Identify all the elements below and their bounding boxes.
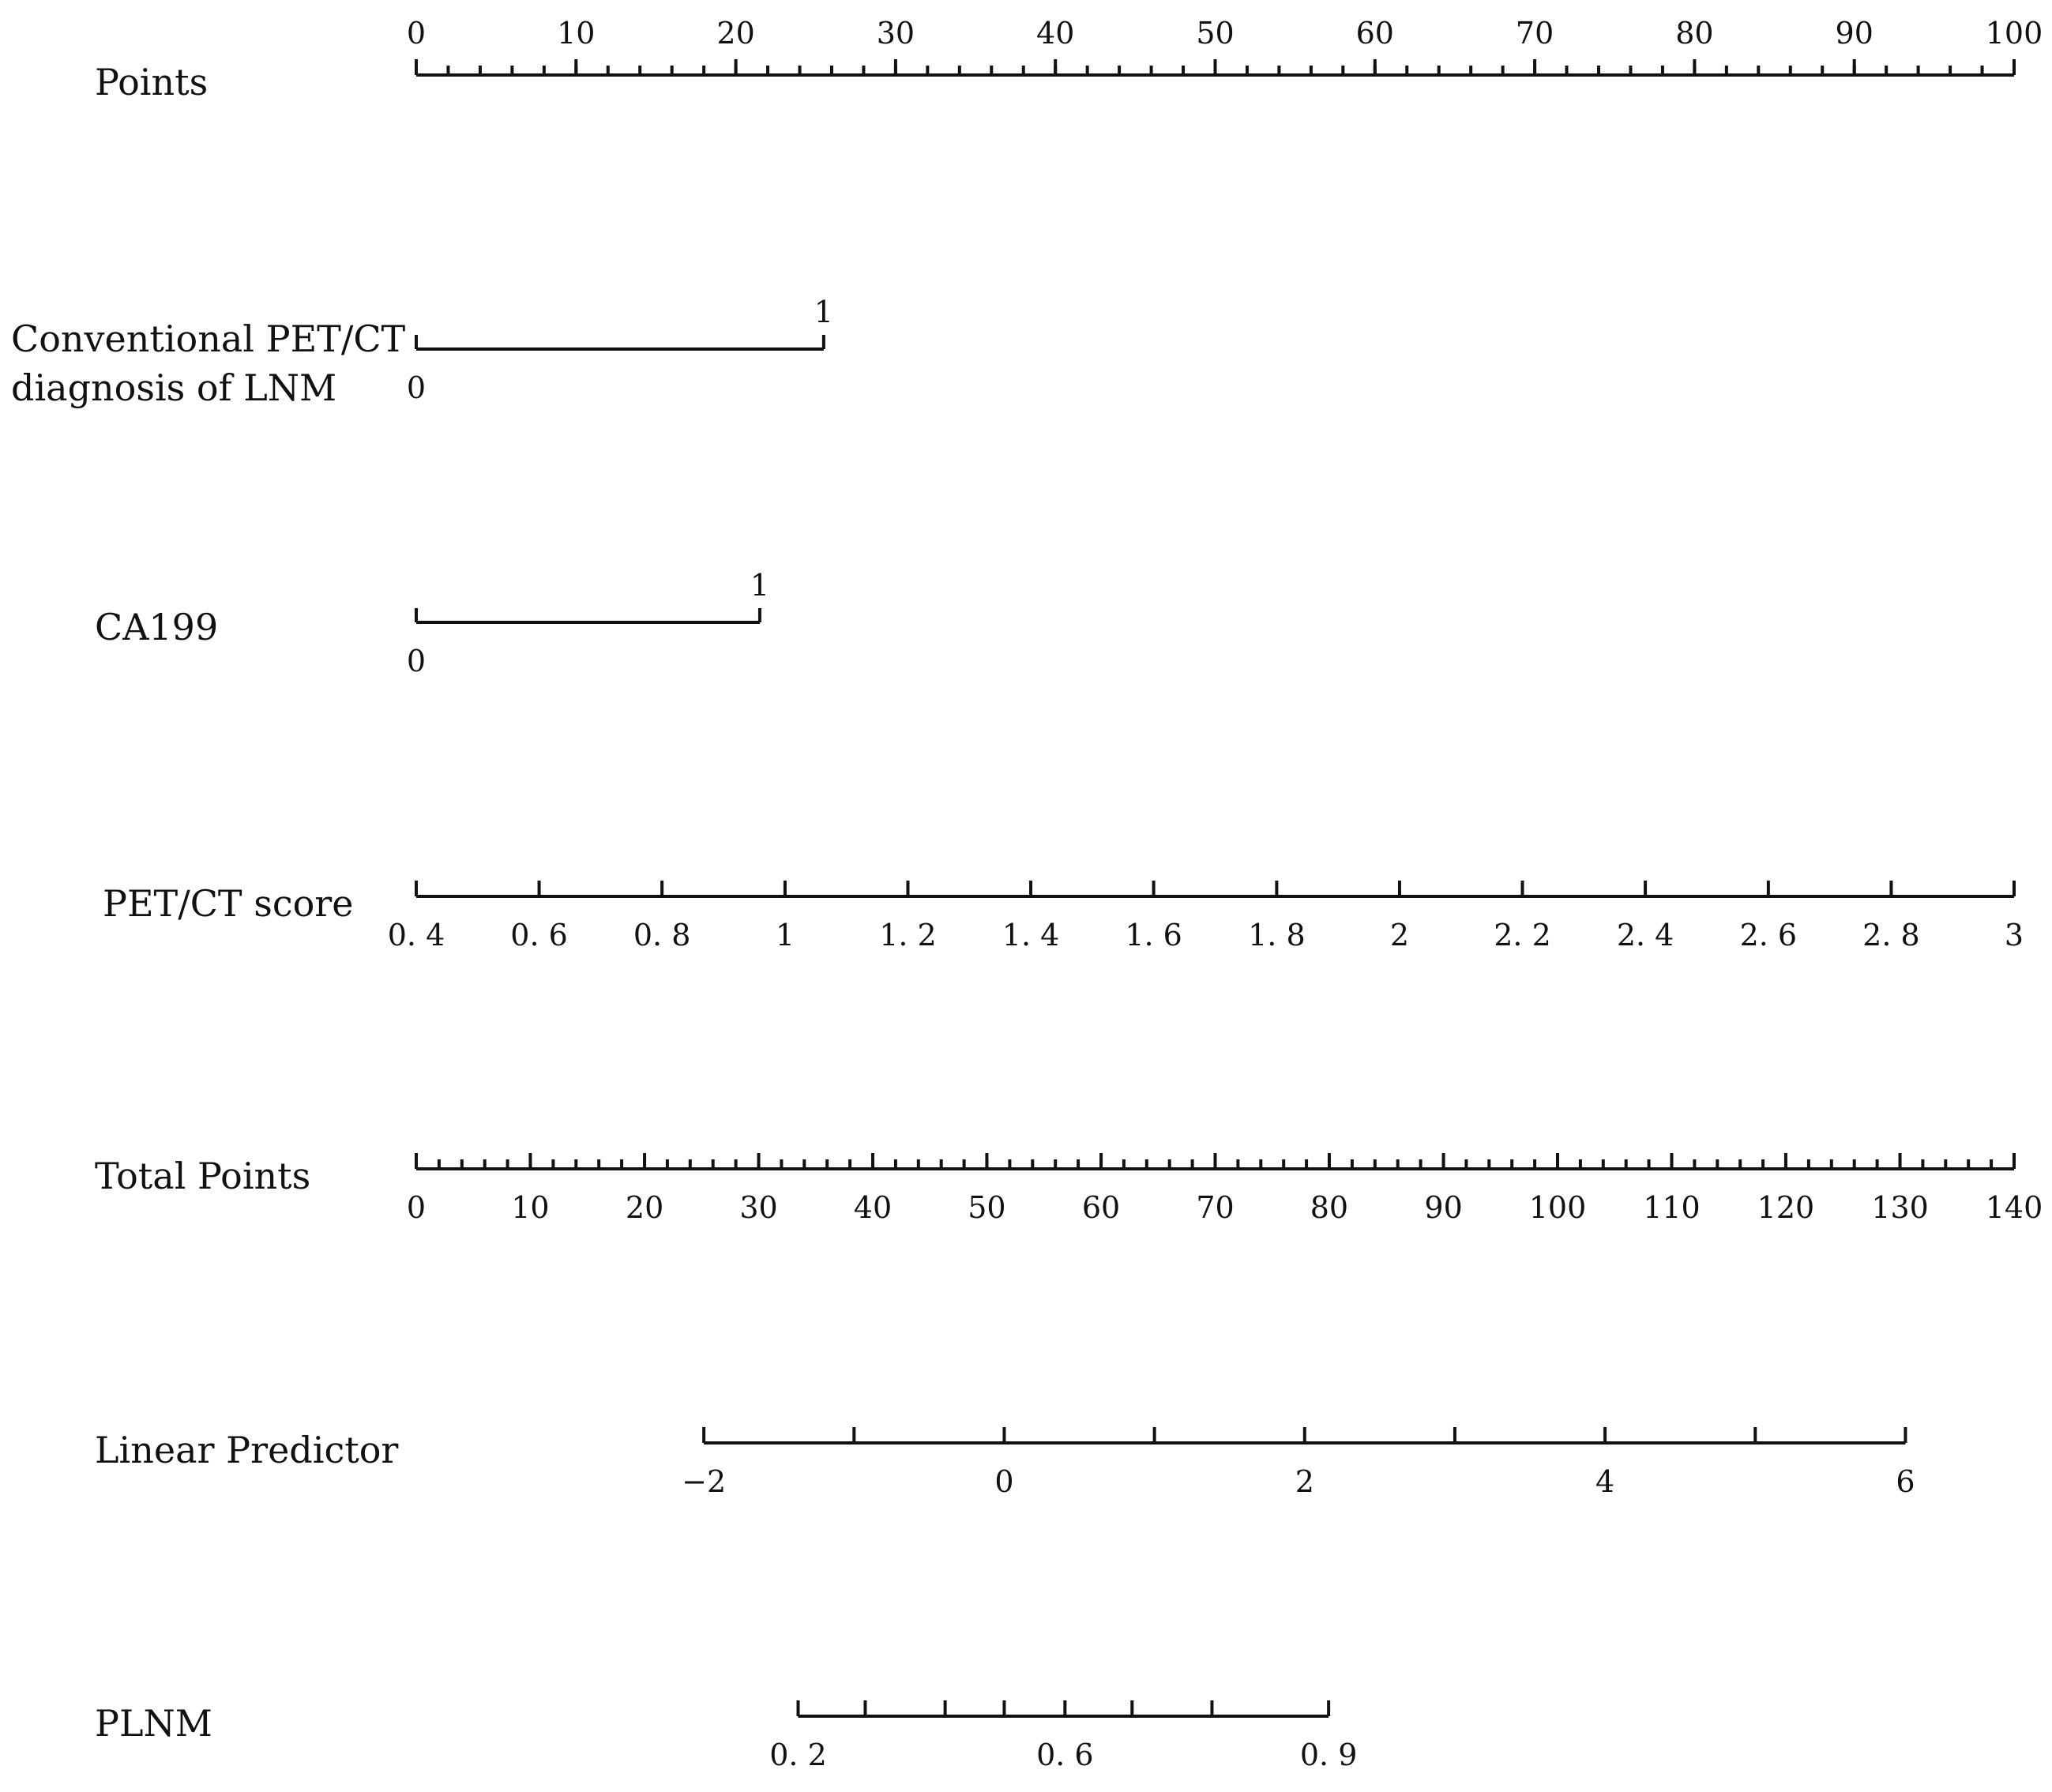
tick-label: 70 <box>1516 16 1554 51</box>
tick-label: −2 <box>682 1464 726 1499</box>
row-label: CA199 <box>95 606 218 648</box>
tick-label: 50 <box>968 1190 1005 1225</box>
tick-label: 0 <box>407 16 426 51</box>
tick-label: 50 <box>1196 16 1234 51</box>
tick-label: 80 <box>1310 1190 1348 1225</box>
tick-label: 0. 6 <box>1036 1738 1094 1772</box>
tick-label: 1 <box>750 568 769 603</box>
tick-label: 100 <box>1529 1190 1587 1225</box>
tick-label: 2 <box>1390 918 1409 952</box>
tick-label: 0. 2 <box>769 1738 827 1772</box>
tick-label: 0. 8 <box>633 918 691 952</box>
tick-label: 2 <box>1295 1464 1314 1499</box>
tick-label: 90 <box>1836 16 1873 51</box>
tick-label: 4 <box>1595 1464 1614 1499</box>
tick-label: 2. 4 <box>1617 918 1674 952</box>
tick-label: 30 <box>877 16 915 51</box>
tick-label: 0 <box>994 1464 1013 1499</box>
row-label: Conventional PET/CT <box>11 317 406 360</box>
tick-label: 110 <box>1643 1190 1701 1225</box>
tick-label: 1. 4 <box>1002 918 1060 952</box>
tick-label: 90 <box>1424 1190 1462 1225</box>
tick-label: 0 <box>407 370 426 405</box>
tick-label: 130 <box>1871 1190 1929 1225</box>
tick-label: 20 <box>626 1190 663 1225</box>
tick-label: 40 <box>854 1190 892 1225</box>
tick-label: 80 <box>1675 16 1713 51</box>
tick-label: 100 <box>1986 16 2043 51</box>
tick-label: 140 <box>1986 1190 2043 1225</box>
tick-label: 70 <box>1196 1190 1234 1225</box>
tick-label: 60 <box>1082 1190 1120 1225</box>
tick-label: 60 <box>1356 16 1394 51</box>
tick-label: 0. 4 <box>388 918 445 952</box>
tick-label: 20 <box>716 16 754 51</box>
row-label: PET/CT score <box>103 882 354 925</box>
tick-label: 40 <box>1036 16 1074 51</box>
tick-label: 10 <box>511 1190 549 1225</box>
tick-label: 0 <box>407 1190 426 1225</box>
tick-label: 2. 2 <box>1494 918 1551 952</box>
tick-label: 1 <box>814 295 833 329</box>
tick-label: 3 <box>2005 918 2024 952</box>
tick-label: 1. 6 <box>1125 918 1182 952</box>
tick-label: 0. 6 <box>510 918 568 952</box>
tick-label: 2. 8 <box>1862 918 1920 952</box>
tick-label: 0 <box>407 644 426 678</box>
tick-label: 2. 6 <box>1740 918 1798 952</box>
tick-label: 30 <box>739 1190 777 1225</box>
row-label: Total Points <box>95 1155 310 1197</box>
tick-label: 10 <box>557 16 595 51</box>
row-label: Points <box>95 61 208 103</box>
tick-label: 1. 2 <box>879 918 937 952</box>
row-label: Linear Predictor <box>95 1429 398 1471</box>
tick-label: 1 <box>776 918 795 952</box>
tick-label: 120 <box>1757 1190 1815 1225</box>
tick-label: 6 <box>1896 1464 1915 1499</box>
row-label: PLNM <box>95 1702 212 1745</box>
tick-label: 0. 9 <box>1300 1738 1358 1772</box>
tick-label: 1. 8 <box>1248 918 1306 952</box>
row-label: diagnosis of LNM <box>11 366 336 409</box>
